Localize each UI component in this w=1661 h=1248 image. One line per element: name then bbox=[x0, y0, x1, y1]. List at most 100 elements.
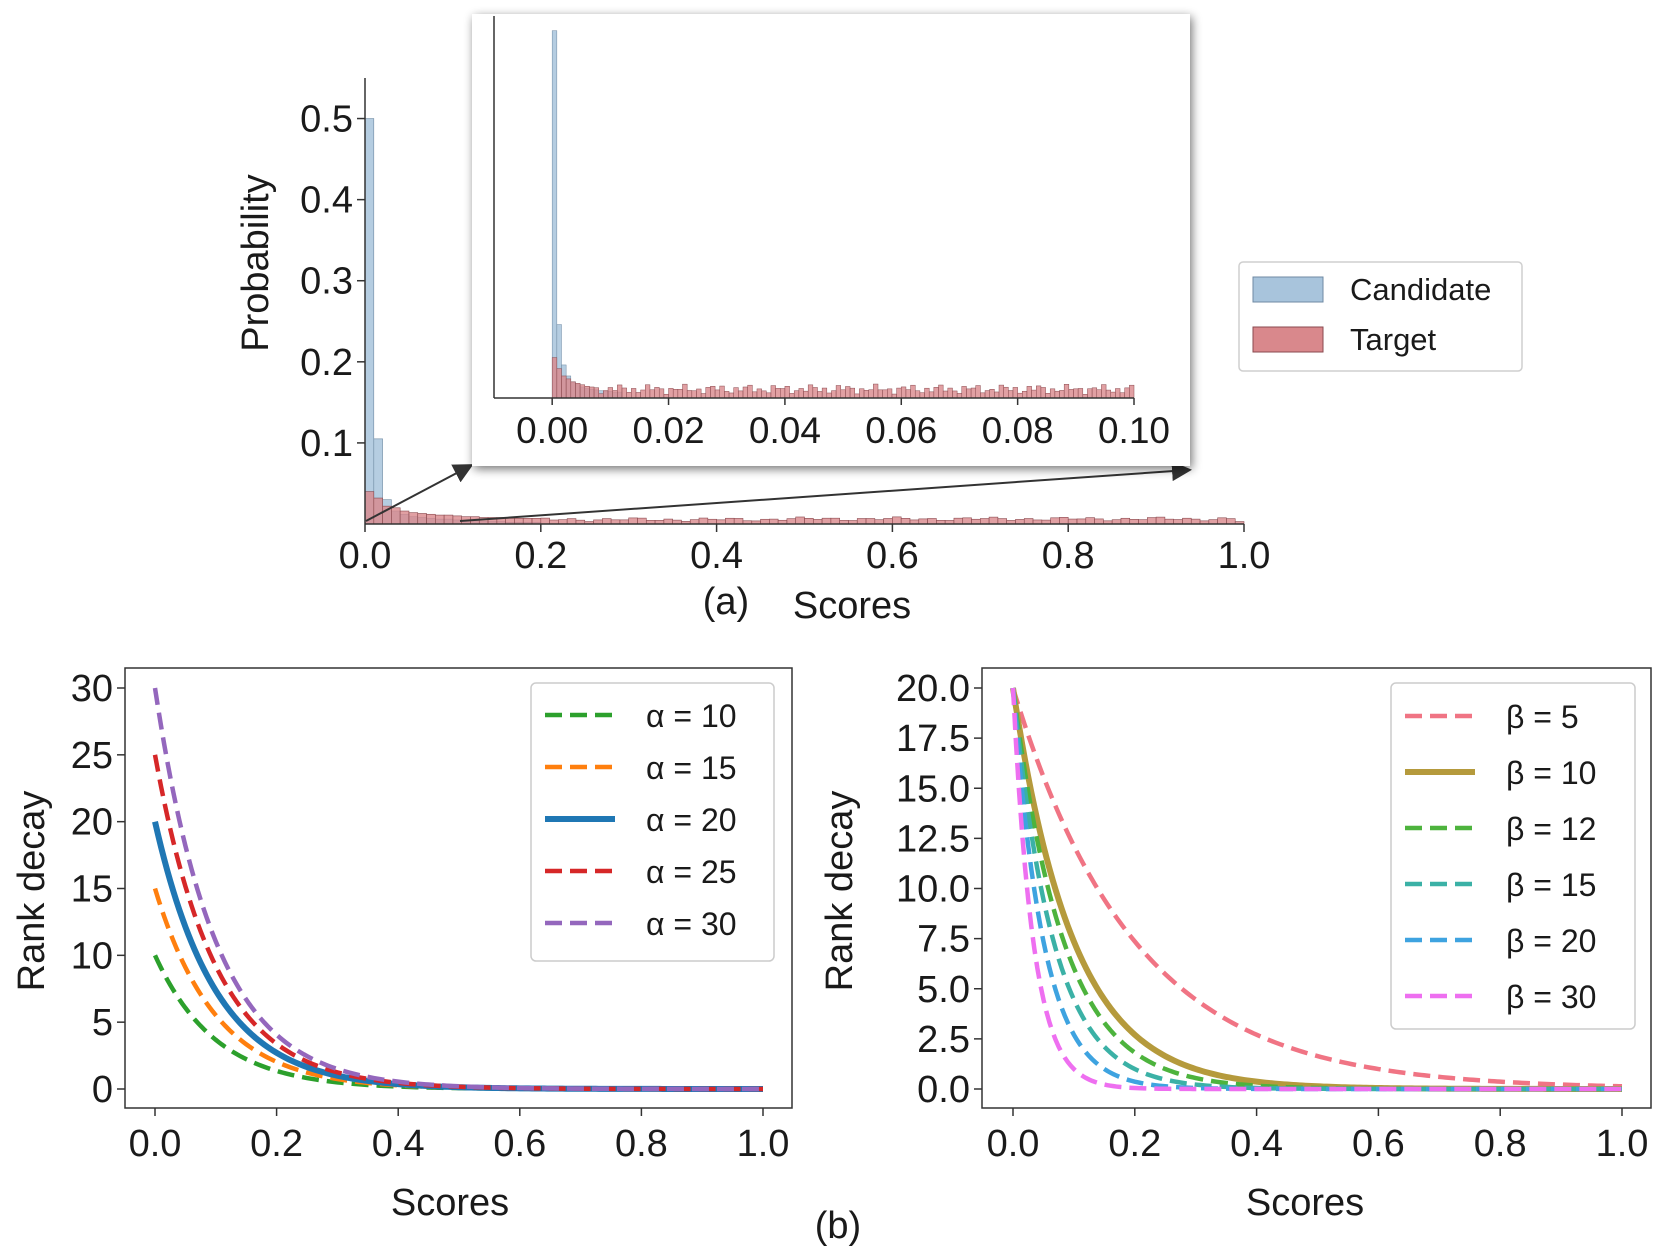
target-bar bbox=[391, 507, 401, 525]
inset-target-bar bbox=[975, 385, 981, 399]
y-tick-label: 20 bbox=[71, 802, 113, 844]
inset-target-bar bbox=[803, 390, 809, 399]
inset-target-bar bbox=[845, 386, 851, 399]
inset-target-bar bbox=[928, 391, 935, 399]
inset-target-bar bbox=[793, 390, 800, 399]
inset-target-bar bbox=[738, 390, 744, 399]
legend-swatch-candidate bbox=[1252, 276, 1324, 303]
inset-target-bar bbox=[887, 388, 893, 399]
legend-label-target: Target bbox=[1350, 322, 1437, 357]
inset-target-bar bbox=[1008, 390, 1014, 399]
inset-target-bar bbox=[914, 390, 921, 399]
inset-target-bar bbox=[640, 389, 646, 399]
y-tick-label: 0.1 bbox=[300, 423, 353, 465]
inset-target-bar bbox=[942, 390, 949, 399]
x-tick-label: 0.8 bbox=[615, 1123, 668, 1165]
inset-target-bar bbox=[1129, 384, 1135, 399]
target-bar bbox=[892, 516, 902, 525]
inset-target-bar bbox=[742, 386, 748, 399]
x-axis-label: Scores bbox=[1246, 1182, 1364, 1224]
inset-target-bar bbox=[691, 390, 697, 399]
target-bar bbox=[804, 517, 814, 525]
target-bar bbox=[953, 517, 964, 525]
legend-label-candidate: Candidate bbox=[1350, 272, 1491, 307]
inset-target-bar bbox=[873, 383, 879, 399]
inset-target-bar bbox=[570, 381, 576, 399]
x-tick-label: 0.6 bbox=[866, 535, 919, 577]
inset-target-bar bbox=[780, 388, 786, 399]
inset-target-bar bbox=[686, 390, 693, 399]
inset-target-bar bbox=[933, 387, 939, 399]
legend-swatch-target bbox=[1252, 326, 1324, 353]
target-bar bbox=[1076, 518, 1087, 525]
inset-x-tick-label: 0.10 bbox=[1098, 410, 1170, 451]
y-tick-label: 15 bbox=[71, 869, 113, 911]
inset-x-tick-label: 0.02 bbox=[633, 410, 705, 451]
x-tick-label: 0.4 bbox=[1230, 1123, 1283, 1165]
legend: Candidate Target bbox=[1238, 261, 1523, 372]
y-axis-label: Rank decay bbox=[819, 791, 861, 992]
x-ticks: 0.0 0.2 0.4 0.6 0.8 1.0 bbox=[339, 524, 1270, 577]
inset-target-bar bbox=[1026, 386, 1032, 399]
inset-target-bar bbox=[645, 384, 651, 399]
inset-target-bar bbox=[1059, 390, 1065, 399]
inset-target-bar bbox=[961, 386, 967, 399]
target-bar bbox=[426, 513, 436, 525]
y-tick-label: 5.0 bbox=[917, 969, 970, 1011]
inset-candidate-bar bbox=[551, 30, 558, 399]
inset-target-bar bbox=[579, 384, 586, 399]
inset-target-bar bbox=[877, 389, 883, 399]
inset-target-bar bbox=[575, 383, 581, 399]
inset-target-bar bbox=[696, 388, 702, 399]
legend-label: β = 5 bbox=[1506, 699, 1579, 735]
inset-target-bar bbox=[672, 389, 679, 399]
inset-target-bar bbox=[589, 386, 595, 399]
inset-target-bar bbox=[901, 386, 907, 399]
inset-target-bar bbox=[812, 387, 818, 399]
inset-target-bar bbox=[770, 385, 776, 399]
candidate-bar bbox=[364, 118, 375, 525]
y-tick-label: 0.2 bbox=[300, 342, 353, 384]
inset-target-bar bbox=[952, 390, 958, 399]
inset-target-bar bbox=[1049, 388, 1056, 399]
target-bar bbox=[1059, 517, 1069, 525]
target-bar bbox=[856, 518, 867, 525]
x-tick-label: 0.0 bbox=[339, 535, 392, 577]
inset-target-bar bbox=[807, 384, 814, 399]
inset-target-bar bbox=[561, 375, 567, 399]
inset-x-ticks: 0.00 0.02 0.04 0.06 0.08 0.10 bbox=[516, 398, 1170, 451]
inset-target-bar bbox=[859, 388, 865, 399]
inset-target-bar bbox=[617, 384, 623, 399]
target-bar bbox=[1147, 517, 1157, 525]
inset-target-bar bbox=[612, 390, 618, 399]
x-tick-label: 0.6 bbox=[1352, 1123, 1405, 1165]
inset-target-bar bbox=[835, 385, 842, 399]
inset-target-bar bbox=[551, 357, 558, 399]
inset-target-bar bbox=[966, 388, 972, 399]
inset-target-bar bbox=[1003, 386, 1009, 399]
inset-target-bar bbox=[980, 392, 986, 399]
target-bar bbox=[795, 516, 805, 525]
target-bar bbox=[531, 518, 542, 525]
inset-target-bar bbox=[1091, 387, 1098, 399]
y-axis-label: Probability bbox=[235, 174, 277, 351]
inset-target-bar bbox=[1040, 387, 1046, 399]
inset-target-bar bbox=[556, 368, 562, 399]
target-bar bbox=[786, 518, 797, 525]
inset-target-bar bbox=[682, 383, 688, 399]
y-tick-label: 0.0 bbox=[917, 1069, 970, 1111]
inset-target-bar bbox=[919, 392, 925, 399]
y-axis-label: Rank decay bbox=[11, 791, 53, 992]
legend: α = 10 α = 15 α = 20 α = 25 α = 30 bbox=[530, 682, 775, 962]
inset-target-bar bbox=[1036, 385, 1042, 399]
y-tick-label: 5 bbox=[92, 1002, 113, 1044]
target-bar bbox=[452, 515, 462, 525]
legend-label: β = 10 bbox=[1506, 755, 1596, 791]
inset-target-bar bbox=[705, 387, 711, 399]
x-tick-label: 0.0 bbox=[987, 1123, 1040, 1165]
y-tick-label: 0.5 bbox=[300, 99, 353, 141]
inset-target-bar bbox=[989, 389, 995, 399]
legend-label: α = 15 bbox=[646, 750, 737, 786]
x-tick-label: 0.8 bbox=[1474, 1123, 1527, 1165]
